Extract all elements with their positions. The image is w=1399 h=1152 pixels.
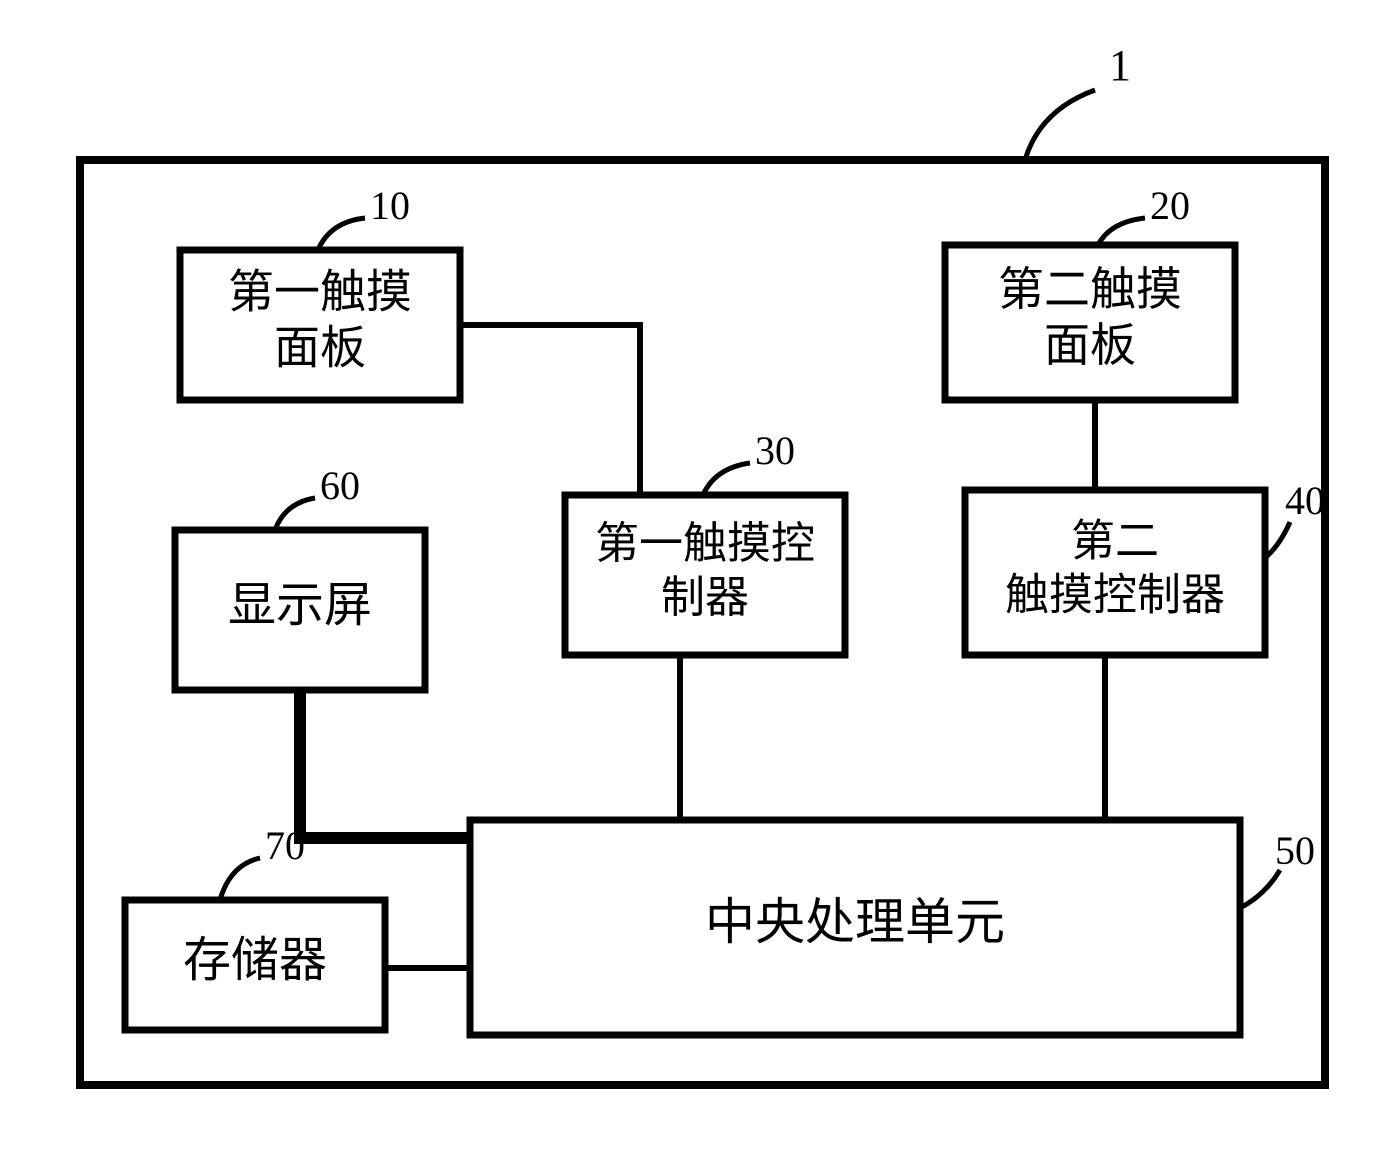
reference-number: 1 xyxy=(1109,41,1131,90)
block-tc2-label: 第二 xyxy=(1071,517,1159,566)
block-tp1-label: 第一触摸 xyxy=(228,267,412,318)
block-tc1-label: 第一触摸控 xyxy=(595,519,815,568)
leader-line xyxy=(1025,90,1095,160)
block-tc2-label: 触摸控制器 xyxy=(1005,571,1225,620)
reference-number: 70 xyxy=(265,823,305,868)
reference-number: 30 xyxy=(755,428,795,473)
block-tc1-label: 制器 xyxy=(661,573,749,622)
block-tp2-label: 第二触摸 xyxy=(998,264,1182,315)
block-disp-label: 显示屏 xyxy=(228,579,372,632)
block-cpu-label: 中央处理单元 xyxy=(705,894,1005,950)
reference-number: 40 xyxy=(1285,478,1325,523)
block-mem-label: 存储器 xyxy=(183,934,327,987)
reference-number: 10 xyxy=(370,183,410,228)
block-diagram: 1第一触摸面板10第二触摸面板20第一触摸控制器30第二触摸控制器40显示屏60… xyxy=(0,0,1399,1152)
block-tp2-label: 面板 xyxy=(1044,320,1136,371)
reference-number: 20 xyxy=(1150,183,1190,228)
block-tp1-label: 面板 xyxy=(274,323,366,374)
reference-number: 60 xyxy=(320,463,360,508)
reference-number: 50 xyxy=(1275,828,1315,873)
